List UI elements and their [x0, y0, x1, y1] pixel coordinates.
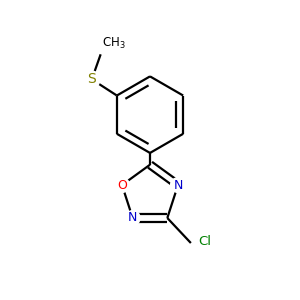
Circle shape: [115, 178, 129, 192]
Text: CH$_3$: CH$_3$: [102, 36, 126, 51]
Text: S: S: [87, 72, 96, 86]
Circle shape: [84, 71, 100, 88]
Circle shape: [125, 211, 140, 225]
Text: N: N: [128, 212, 137, 224]
Circle shape: [171, 178, 185, 192]
Text: Cl: Cl: [198, 235, 211, 248]
Text: O: O: [117, 178, 127, 192]
Text: N: N: [173, 178, 183, 192]
